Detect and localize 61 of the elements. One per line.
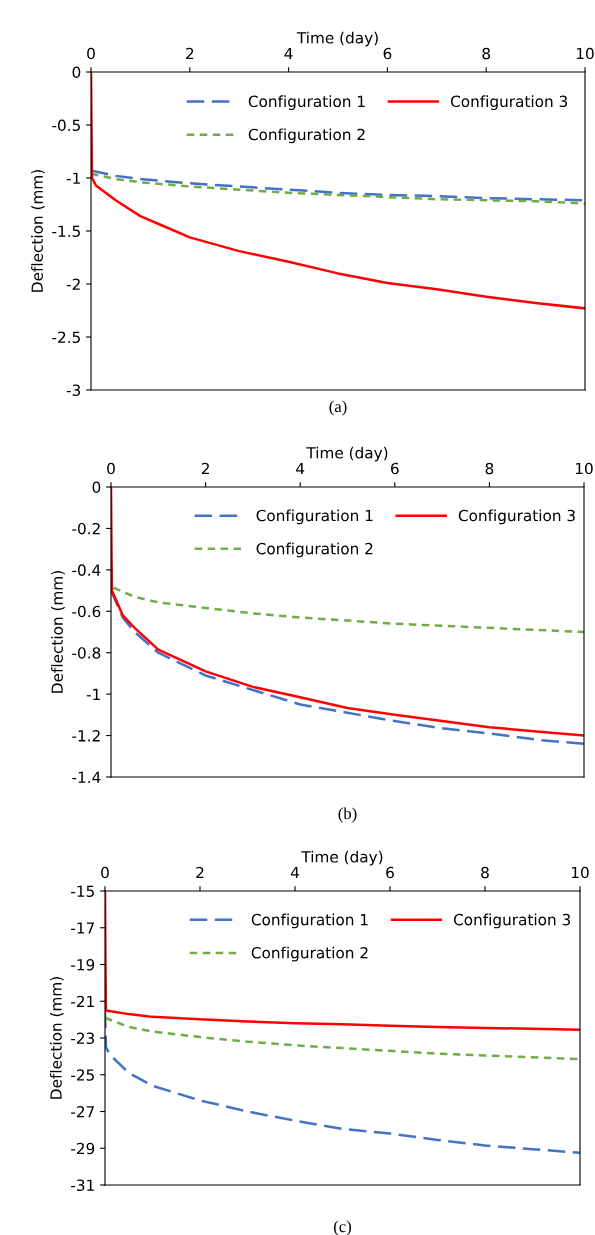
y-tick-label: -1.4	[72, 771, 101, 783]
x-tick-label: 6	[383, 47, 392, 60]
x-tick-label: 2	[201, 462, 209, 475]
y-tick-label: 0	[92, 481, 101, 494]
legend-label: Configuration 2	[251, 946, 368, 962]
y-tick-label: -2.5	[52, 331, 80, 344]
line-series	[112, 586, 584, 634]
legend-label: Configuration 2	[256, 542, 373, 558]
legend-label: Configuration 1	[256, 509, 373, 525]
x-tick-label: 0	[101, 866, 109, 879]
y-tick-label: -31	[71, 1179, 94, 1192]
y-tick-label: -1.5	[52, 225, 80, 238]
text: (c)	[333, 1220, 352, 1235]
y-tick-label: -17	[71, 922, 94, 934]
y-tick-label: -29	[71, 1142, 95, 1155]
x-tick-label: 6	[391, 462, 399, 475]
x-tick-label: 6	[386, 866, 394, 879]
legend-label: Configuration 3	[450, 95, 568, 111]
x-tick-label: 8	[485, 462, 494, 475]
x-tick-label: 2	[196, 866, 204, 879]
legend-label: Configuration 3	[458, 509, 575, 525]
x-tick-label: 8	[482, 47, 491, 60]
y-tick-label: -0.6	[72, 605, 101, 618]
text: (b)	[338, 807, 357, 823]
y-tick-label: -27	[71, 1105, 94, 1118]
y-tick-label: -0.5	[52, 119, 80, 132]
y-axis-title: Deflection (mm)	[49, 977, 64, 1099]
x-tick-label: 0	[107, 462, 115, 475]
y-tick-label: -21	[71, 995, 94, 1008]
x-tick-label: 4	[296, 462, 305, 475]
x-tick-label: 4	[290, 866, 299, 879]
y-tick-label: -3	[66, 384, 81, 397]
y-tick-label: -0.2	[72, 522, 100, 535]
y-tick-label: -23	[71, 1032, 95, 1045]
x-tick-label: 10	[571, 866, 589, 879]
y-tick-label: -1	[66, 172, 80, 184]
legend-label: Configuration 3	[453, 913, 571, 929]
x-tick-label: 2	[186, 47, 194, 60]
y-tick-label: -1	[86, 688, 100, 700]
x-tick-label: 10	[576, 47, 594, 60]
y-tick-label: -19	[71, 958, 95, 971]
legend-label: Configuration 2	[248, 128, 365, 144]
legend-label: Configuration 1	[248, 95, 365, 111]
y-tick-label: -15	[71, 885, 94, 898]
y-axis-title: Deflection (mm)	[51, 571, 65, 693]
x-axis-title: Time (day)	[301, 850, 383, 866]
text: (a)	[329, 400, 347, 416]
x-tick-label: 10	[575, 462, 593, 475]
x-tick-label: 4	[284, 47, 293, 60]
y-tick-label: 0	[72, 66, 81, 79]
x-axis-title: Time (day)	[296, 31, 378, 47]
y-axis-title: Deflection (mm)	[31, 170, 45, 292]
x-axis-title: Time (day)	[306, 446, 388, 462]
y-tick-label: -2	[66, 278, 80, 290]
x-tick-label: 8	[481, 866, 489, 879]
y-tick-label: -0.8	[72, 647, 101, 659]
legend-label: Configuration 1	[251, 913, 368, 929]
y-tick-label: -0.4	[72, 564, 101, 576]
line-series	[105, 1016, 580, 1061]
y-tick-label: -25	[71, 1069, 94, 1081]
y-tick-label: -1.2	[72, 730, 100, 742]
